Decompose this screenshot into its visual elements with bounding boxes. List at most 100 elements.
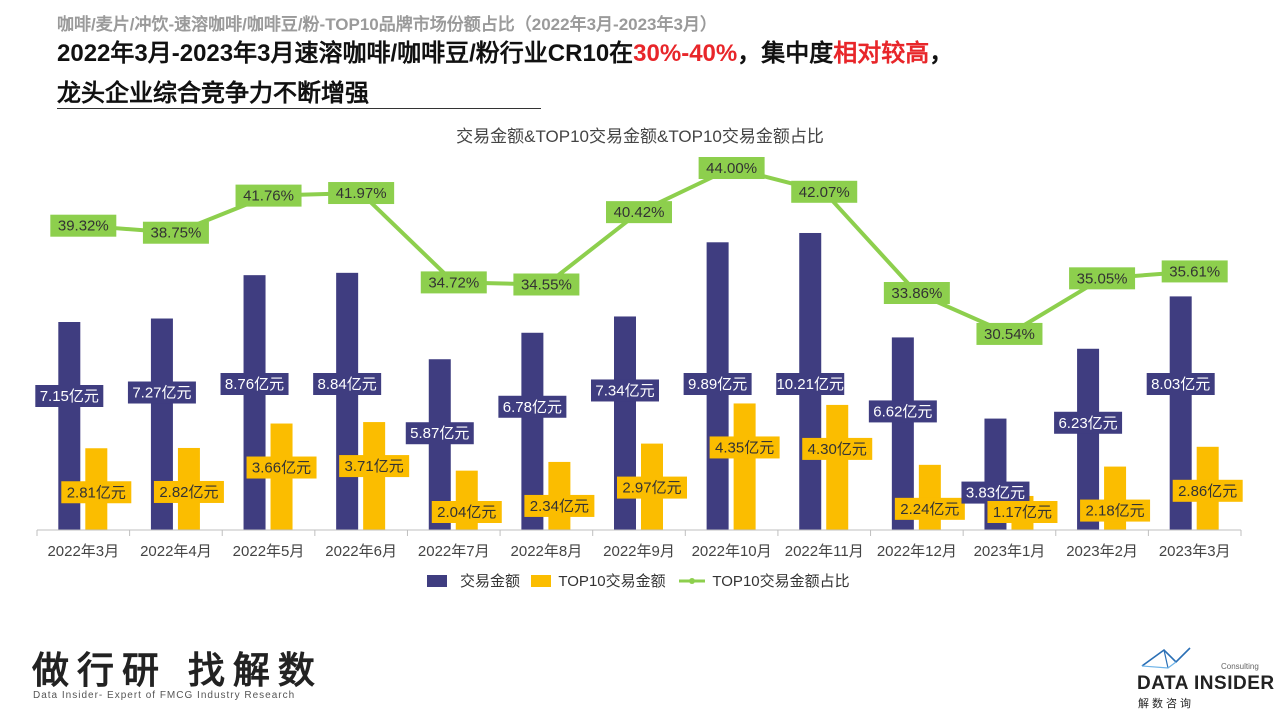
bar-top10-label: 1.17亿元	[993, 504, 1052, 521]
line-share-label-bg	[1069, 267, 1136, 290]
bar-top10-label-bg	[802, 437, 873, 460]
bar-total-label: 8.84亿元	[318, 376, 377, 393]
x-tick-label: 2022年7月	[418, 543, 490, 560]
headline-highlight-1: 30%-40%	[633, 40, 738, 67]
bar-total	[1077, 348, 1100, 530]
logo-name: DATA INSIDER	[1137, 673, 1275, 694]
bar-total	[521, 332, 544, 530]
bar-top10-label: 4.30亿元	[808, 441, 867, 458]
bar-top10-label-bg	[1080, 499, 1151, 522]
legend-label-share: TOP10交易金额占比	[712, 572, 849, 590]
bar-total	[1169, 296, 1192, 530]
page-headline: 2022年3月-2023年3月速溶咖啡/咖啡豆/粉行业CR10在30%-40%，…	[57, 34, 953, 114]
bar-total	[891, 337, 914, 530]
logo-chinese-name: 解数咨询	[1138, 698, 1194, 710]
legend-label-top10: TOP10交易金额	[558, 572, 665, 590]
bar-total-label-bg	[1146, 373, 1215, 395]
headline-line-1: 2022年3月-2023年3月速溶咖啡/咖啡豆/粉行业CR10在30%-40%，…	[57, 34, 953, 74]
x-tick-label: 2022年10月	[692, 543, 772, 560]
bar-total-label-bg	[35, 385, 104, 407]
bar-total-label-bg	[961, 481, 1030, 504]
bar-total-label: 7.34亿元	[595, 382, 654, 399]
bar-total-label: 5.87亿元	[410, 425, 469, 442]
bar-total-label: 6.23亿元	[1058, 415, 1117, 432]
x-tick-label: 2023年1月	[974, 543, 1046, 560]
bar-total-label-bg	[498, 395, 567, 418]
bar-total	[58, 322, 81, 530]
legend-swatch-total	[427, 575, 447, 587]
bar-top10-label-bg	[246, 456, 317, 479]
bar-top10-label: 2.82亿元	[159, 484, 218, 501]
bar-total-label-bg	[313, 373, 382, 395]
bar-top10-label: 2.04亿元	[437, 504, 496, 521]
line-share-label-bg	[142, 221, 209, 244]
line-share-label: 35.05%	[1077, 270, 1128, 287]
headline-text-2: ，集中度	[737, 40, 834, 67]
legend-label-total: 交易金额	[460, 572, 520, 590]
page-supertitle: 咖啡/麦片/冲饮-速溶咖啡/咖啡豆/粉-TOP10品牌市场份额占比（2022年3…	[57, 15, 717, 34]
line-share-label-bg	[698, 157, 765, 179]
bar-total-label: 9.89亿元	[688, 376, 747, 393]
line-share-label-bg	[976, 322, 1043, 345]
bar-total-label-bg	[591, 379, 659, 402]
bar-total	[150, 318, 173, 530]
x-tick-label: 2022年12月	[877, 543, 957, 560]
bar-total-label: 8.03亿元	[1151, 376, 1210, 393]
bar-top10-label: 2.97亿元	[622, 480, 681, 497]
bar-top10-label: 4.35亿元	[715, 439, 774, 456]
bar-top10-label-bg	[153, 480, 224, 503]
bar-top10-label-bg	[987, 501, 1058, 523]
x-tick-label: 2023年3月	[1159, 543, 1231, 560]
footer-subtitle: Data Insider- Expert of FMCG Industry Re…	[33, 690, 296, 701]
bar-total-label: 3.83亿元	[966, 485, 1025, 502]
bar-total-label-bg	[405, 422, 474, 445]
bar-top10	[733, 403, 756, 530]
x-tick-label: 2022年11月	[785, 543, 864, 560]
line-share-label: 39.32%	[58, 218, 109, 235]
logo-consulting-text: Consulting	[1221, 662, 1259, 671]
x-tick-label: 2022年8月	[511, 543, 583, 560]
bar-top10	[918, 464, 941, 530]
bar-total-label: 6.62亿元	[873, 403, 932, 420]
chart-title: 交易金额&TOP10交易金额&TOP10交易金额占比	[456, 127, 824, 146]
line-share-label-bg	[1161, 260, 1228, 283]
bar-total-label: 8.76亿元	[225, 376, 284, 393]
bar-top10-label: 2.81亿元	[67, 484, 126, 501]
headline-text-1: 2022年3月-2023年3月速溶咖啡/咖啡豆/粉行业CR10在	[57, 40, 634, 67]
bar-total-label-bg	[127, 381, 196, 404]
bar-total	[336, 272, 359, 530]
headline-line-2: 龙头企业综合竞争力不断增强	[57, 80, 369, 107]
bar-top10-label: 2.24亿元	[900, 501, 959, 518]
bar-top10-label: 3.71亿元	[345, 458, 404, 475]
line-share-label: 33.86%	[891, 285, 942, 302]
line-share-label: 34.55%	[521, 276, 572, 293]
x-tick-label: 2022年3月	[47, 543, 119, 560]
legend-swatch-share-dot	[689, 578, 695, 584]
bar-total-label-bg	[683, 373, 752, 395]
line-share-label-bg	[791, 180, 858, 203]
line-share-label: 30.54%	[984, 326, 1035, 343]
line-share-label-bg	[420, 271, 487, 294]
bar-top10	[826, 404, 849, 530]
bar-top10-label-bg	[617, 476, 687, 499]
bar-top10-label: 2.18亿元	[1085, 503, 1144, 520]
line-share-label: 44.00%	[706, 160, 757, 177]
bar-total-label-bg	[776, 373, 845, 395]
x-tick-label: 2022年5月	[233, 543, 305, 560]
line-share-label-bg	[235, 184, 302, 207]
bar-total-label: 10.21亿元	[776, 376, 844, 393]
line-share-label: 41.76%	[243, 188, 294, 205]
legend-swatch-top10	[531, 575, 551, 587]
bar-total	[243, 275, 266, 530]
line-share-label-bg	[606, 201, 672, 224]
line-share-label-bg	[50, 214, 117, 237]
bar-top10-label-bg	[431, 501, 502, 523]
bar-top10-label: 3.66亿元	[252, 460, 311, 477]
bar-total-label: 7.15亿元	[40, 388, 99, 405]
x-tick-label: 2022年4月	[140, 543, 212, 560]
headline-highlight-2: 相对较高	[833, 40, 930, 67]
data-insider-logo-icon	[1141, 647, 1191, 669]
bar-total	[428, 359, 451, 530]
bar-top10-label-bg	[524, 494, 595, 517]
bar-top10-label: 2.86亿元	[1178, 483, 1237, 500]
